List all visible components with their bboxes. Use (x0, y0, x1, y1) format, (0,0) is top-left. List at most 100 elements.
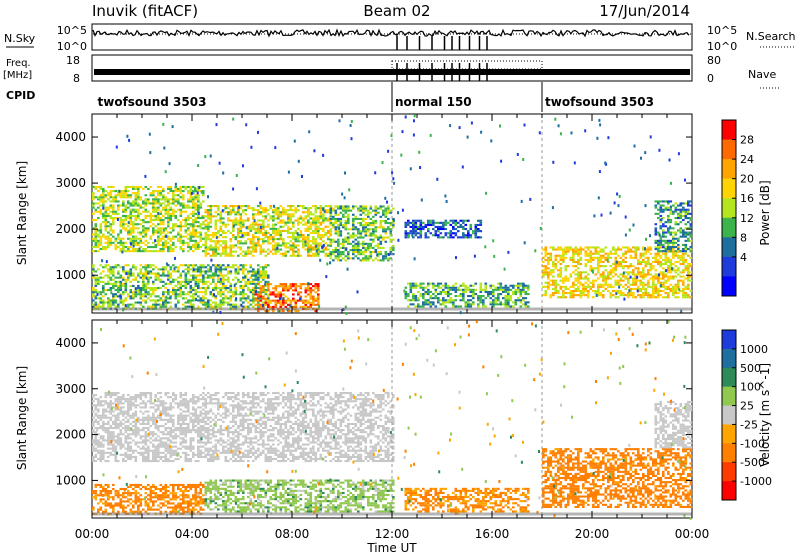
power-cell (257, 227, 260, 230)
power-cell (254, 213, 258, 216)
power-cell (447, 301, 450, 304)
power-cell (562, 252, 565, 255)
power-cell (632, 271, 635, 274)
power-cell (224, 252, 228, 255)
power-cell (214, 268, 218, 271)
power-cell (179, 237, 183, 240)
power-cell (542, 273, 545, 276)
power-cell (287, 217, 290, 220)
power-cell (204, 297, 208, 300)
power-cell (289, 215, 293, 218)
power-cell (282, 211, 285, 214)
power-cell (159, 231, 163, 234)
power-point (466, 135, 469, 139)
power-cell (164, 198, 168, 201)
power-point (201, 215, 204, 219)
power-cell (302, 240, 305, 243)
power-cell (142, 299, 145, 302)
power-cell (144, 291, 148, 294)
power-cell (219, 291, 223, 294)
power-cell (634, 283, 638, 286)
power-cell (689, 239, 693, 242)
power-cell (144, 231, 148, 234)
power-cell (132, 303, 135, 306)
power-cell (179, 264, 183, 267)
power-cell (222, 221, 225, 224)
power-cell (419, 236, 423, 239)
power-cell (99, 276, 103, 279)
noise-series (92, 28, 691, 50)
power-cell (122, 196, 125, 199)
power-cell (102, 280, 105, 283)
power-cell (634, 254, 638, 257)
power-cell (314, 297, 318, 300)
power-cell (584, 285, 588, 288)
power-cell (147, 282, 150, 285)
power-cell (369, 242, 373, 245)
power-cell (209, 266, 213, 269)
power-cell (359, 224, 363, 227)
power-cell (264, 254, 268, 257)
power-cell (249, 240, 253, 243)
power-cell (352, 240, 355, 243)
power-cell (157, 198, 160, 201)
power-cell (419, 234, 423, 237)
power-point (240, 303, 243, 307)
power-cell (309, 246, 313, 249)
power-cell (354, 246, 358, 249)
power-cell (642, 292, 645, 295)
freq-unit-label: [MHz] (3, 70, 32, 81)
power-cell (579, 248, 583, 251)
power-cell (587, 296, 590, 299)
power-cell (352, 253, 355, 256)
power-cell (99, 237, 103, 240)
power-cell (587, 292, 590, 295)
power-point (392, 218, 395, 222)
power-cell (167, 219, 170, 222)
power-cell (272, 231, 275, 234)
power-cell (682, 271, 685, 274)
power-cell (127, 295, 130, 298)
power-cell (149, 202, 153, 205)
power-cell (434, 230, 438, 233)
power-cell (117, 246, 120, 249)
power-cell (579, 294, 583, 297)
power-cell (354, 215, 358, 218)
power-cell (94, 250, 98, 253)
power-cell (544, 285, 548, 288)
power-cell (222, 293, 225, 296)
power-cell (107, 301, 110, 304)
power-cell (127, 293, 130, 296)
power-cell (154, 225, 158, 228)
power-point (665, 207, 668, 211)
power-cell (364, 222, 368, 225)
power-cell (579, 275, 583, 278)
power-cell (414, 230, 418, 233)
power-cell (239, 246, 243, 249)
power-cell (194, 194, 198, 197)
power-cell (279, 231, 283, 234)
power-cell (642, 296, 645, 299)
power-point (615, 260, 618, 264)
power-cell (162, 202, 165, 205)
power-cell (247, 234, 250, 237)
power-cell (179, 202, 183, 205)
power-cell (252, 242, 255, 245)
power-cell (189, 206, 193, 209)
power-cell (132, 185, 135, 188)
power-cell (572, 292, 575, 295)
power-cell (194, 278, 198, 281)
power-cell (672, 227, 675, 230)
power-cell (307, 209, 310, 212)
power-cell (369, 217, 373, 220)
power-cell (262, 268, 265, 271)
power-cell (434, 284, 438, 287)
power-cell (297, 227, 300, 230)
power-cell (237, 229, 240, 232)
power-cell (657, 296, 660, 299)
power-cell (122, 299, 125, 302)
power-point (597, 196, 600, 200)
power-cell (614, 248, 618, 251)
power-cell (369, 238, 373, 241)
